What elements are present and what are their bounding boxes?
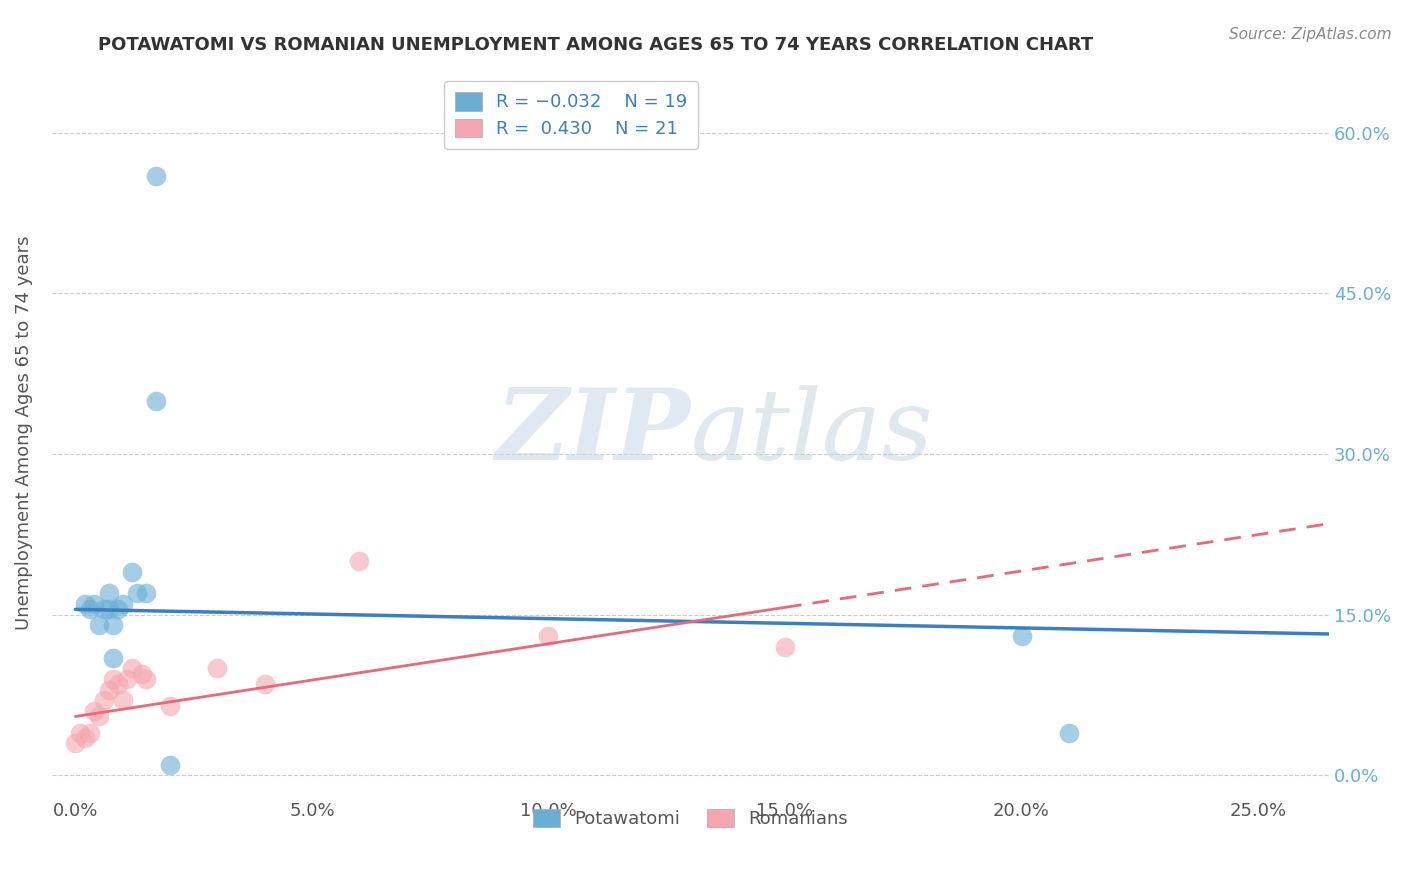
Point <box>159 757 181 772</box>
Point <box>1057 725 1080 739</box>
Point <box>111 597 134 611</box>
Point <box>107 677 129 691</box>
Text: POTAWATOMI VS ROMANIAN UNEMPLOYMENT AMONG AGES 65 TO 74 YEARS CORRELATION CHART: POTAWATOMI VS ROMANIAN UNEMPLOYMENT AMON… <box>98 36 1094 54</box>
Text: atlas: atlas <box>690 385 934 480</box>
Point <box>79 602 101 616</box>
Point <box>65 736 87 750</box>
Point <box>131 666 153 681</box>
Point <box>83 704 105 718</box>
Point <box>93 602 115 616</box>
Point <box>537 629 560 643</box>
Point <box>135 672 157 686</box>
Point <box>135 586 157 600</box>
Point <box>121 565 143 579</box>
Point <box>73 731 96 745</box>
Point <box>117 672 139 686</box>
Point <box>107 602 129 616</box>
Point <box>97 586 120 600</box>
Point <box>97 602 120 616</box>
Point <box>159 698 181 713</box>
Point <box>349 554 371 568</box>
Point <box>253 677 276 691</box>
Point <box>73 597 96 611</box>
Point <box>207 661 229 675</box>
Text: Source: ZipAtlas.com: Source: ZipAtlas.com <box>1229 27 1392 42</box>
Point <box>125 586 148 600</box>
Point <box>145 393 167 408</box>
Point <box>773 640 796 654</box>
Text: ZIP: ZIP <box>495 384 690 481</box>
Point <box>93 693 115 707</box>
Legend: Potawatomi, Romanians: Potawatomi, Romanians <box>526 801 855 835</box>
Point <box>87 618 110 632</box>
Point <box>69 725 91 739</box>
Point <box>83 597 105 611</box>
Point <box>103 650 125 665</box>
Point <box>87 709 110 723</box>
Point <box>79 725 101 739</box>
Point <box>97 682 120 697</box>
Point <box>121 661 143 675</box>
Point <box>103 618 125 632</box>
Point <box>145 169 167 183</box>
Point <box>103 672 125 686</box>
Point <box>1011 629 1033 643</box>
Point <box>111 693 134 707</box>
Y-axis label: Unemployment Among Ages 65 to 74 years: Unemployment Among Ages 65 to 74 years <box>15 235 32 630</box>
